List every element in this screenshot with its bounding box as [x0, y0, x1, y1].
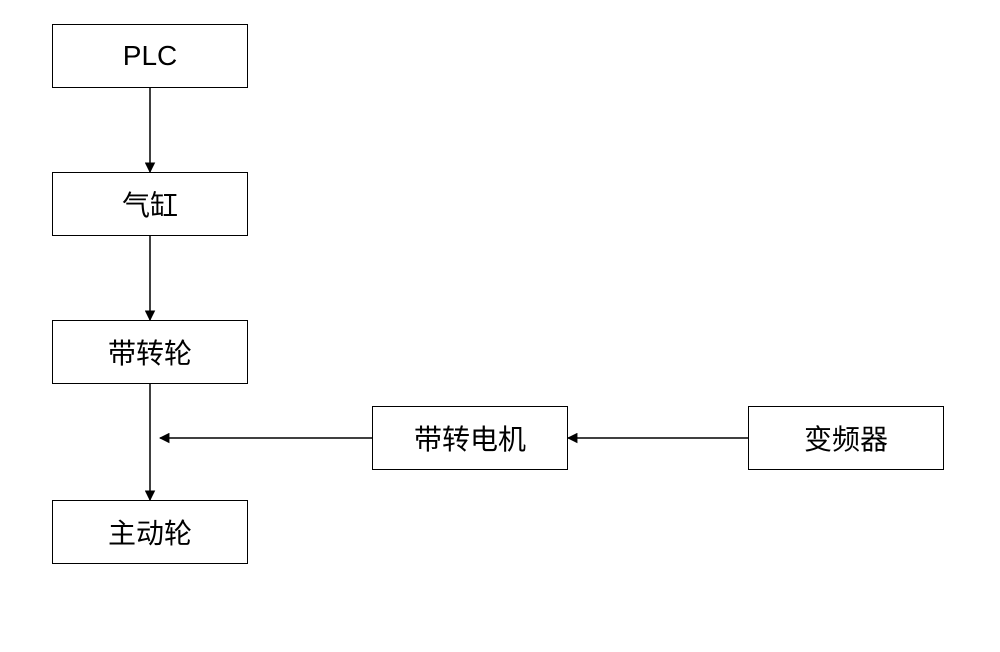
diagram-canvas: PLC 气缸 带转轮 主动轮 带转电机 变频器 [0, 0, 1000, 652]
node-inverter-label: 变频器 [804, 418, 888, 458]
node-drive-wheel-label: 主动轮 [108, 512, 192, 552]
node-plc-label: PLC [123, 40, 177, 72]
node-drive-wheel: 主动轮 [52, 500, 248, 564]
node-belt-motor-label: 带转电机 [414, 418, 526, 458]
node-inverter: 变频器 [748, 406, 944, 470]
node-belt-motor: 带转电机 [372, 406, 568, 470]
node-cylinder: 气缸 [52, 172, 248, 236]
node-cylinder-label: 气缸 [122, 184, 178, 224]
node-belt-wheel: 带转轮 [52, 320, 248, 384]
node-plc: PLC [52, 24, 248, 88]
node-belt-wheel-label: 带转轮 [108, 332, 192, 372]
